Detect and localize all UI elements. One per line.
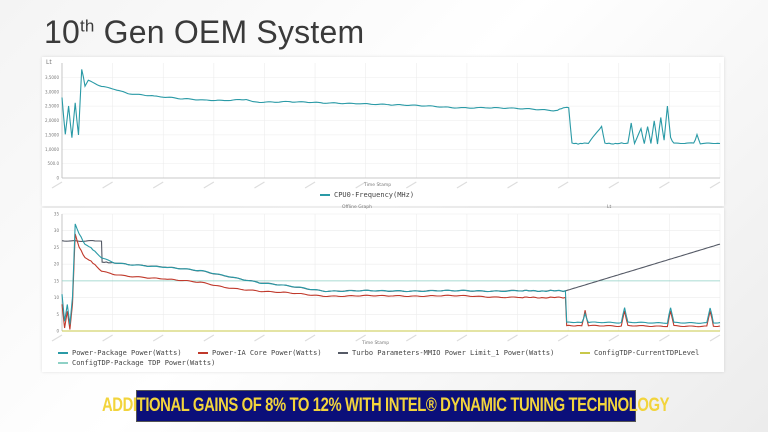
frequency-chart: 0 500.0 1,0000 1,5000 2,0000 2,5000 3,0000 3,50… xyxy=(45,63,721,189)
x-tick-label xyxy=(152,181,164,189)
y-tick-label: 30 xyxy=(54,228,60,233)
x-tick-label xyxy=(51,334,63,342)
y-tick-label: 1,0000 xyxy=(45,147,59,152)
legend-label: CPU0-Frequency(MHz) xyxy=(334,191,415,199)
x-tick-label xyxy=(102,181,113,189)
y-tick-label: 35 xyxy=(54,212,60,217)
x-tick-label xyxy=(254,181,265,189)
y-tick-label: 5 xyxy=(56,312,59,317)
slide-title: 10th Gen OEM System xyxy=(44,14,364,51)
x-tick-label xyxy=(102,334,113,342)
corner-label: Lt xyxy=(46,59,52,66)
x-tick-label xyxy=(456,181,468,189)
legend-item: Power-IA Core Power(Watts) xyxy=(198,349,322,357)
x-tick-label xyxy=(203,181,215,189)
banner: ADDITIONAL GAINS OF 8% TO 12% WITH INTEL… xyxy=(102,390,670,422)
legend-label: ConfigTDP-CurrentTDPLevel xyxy=(594,349,700,357)
x-tick-label xyxy=(304,181,316,189)
power-chart: 0 5 10 15 20 25 30 35 xyxy=(51,212,721,342)
x-tick-label xyxy=(405,334,417,342)
x-axis-label: Time Stamp xyxy=(362,341,390,346)
x-axis-label: Time Stamp xyxy=(364,183,392,188)
x-tick-label xyxy=(659,181,670,189)
corner-label: Lt xyxy=(607,205,612,210)
legend-item: CPU0-Frequency(MHz) xyxy=(320,191,414,199)
x-tick-label xyxy=(507,334,518,342)
series-line-cpu0-frequency-mhz- xyxy=(61,69,721,146)
x-tick-label xyxy=(355,181,367,189)
y-tick-label: 1,5000 xyxy=(45,132,59,137)
frequency-chart-panel: 0 500.0 1,0000 1,5000 2,0000 2,5000 3,0000 3,50… xyxy=(42,57,724,206)
legend-label: ConfigTDP-Package TDP Power(Watts) xyxy=(72,359,216,367)
series-line-power-package-power-watts- xyxy=(61,223,721,325)
x-tick-label xyxy=(608,334,620,342)
chart-title: Offline Graph xyxy=(342,205,372,210)
y-tick-label: 3,5000 xyxy=(45,75,59,80)
legend-label: Power-Package Power(Watts) xyxy=(72,349,182,357)
x-tick-label xyxy=(304,334,316,342)
y-tick-label: 10 xyxy=(54,295,60,300)
y-tick-label: 15 xyxy=(54,278,60,283)
y-tick-label: 0 xyxy=(56,329,59,334)
x-tick-label xyxy=(709,181,721,189)
y-tick-label: 0 xyxy=(56,176,59,181)
y-tick-label: 2,5000 xyxy=(45,104,59,109)
y-tick-label: 20 xyxy=(54,262,60,267)
legend-swatch xyxy=(320,194,330,196)
x-tick-label xyxy=(51,181,63,189)
title-text: Gen OEM System xyxy=(94,14,365,50)
banner-text: ADDITIONAL GAINS OF 8% TO 12% WITH INTEL… xyxy=(102,395,670,416)
series-line-power-ia-core-power-watts- xyxy=(61,233,721,330)
x-tick-label xyxy=(405,181,417,189)
x-tick-label xyxy=(608,181,620,189)
legend-item: ConfigTDP-Package TDP Power(Watts) xyxy=(58,359,215,367)
series-line-turbo-parameters-mmio-power-limit-1-power-watts- xyxy=(61,240,721,293)
x-tick-label xyxy=(709,334,721,342)
x-tick-label xyxy=(659,334,670,342)
y-tick-label: 2,0000 xyxy=(45,118,59,123)
title-superscript: th xyxy=(80,16,95,36)
y-tick-label: 25 xyxy=(54,245,60,250)
x-tick-label xyxy=(557,181,569,189)
legend-item: Turbo Parameters-MMIO Power Limit_1 Powe… xyxy=(338,349,554,357)
x-tick-label xyxy=(152,334,164,342)
x-tick-label xyxy=(254,334,265,342)
x-tick-label xyxy=(507,181,518,189)
x-tick-label xyxy=(456,334,468,342)
legend-item: ConfigTDP-CurrentTDPLevel xyxy=(580,349,699,357)
power-chart-panel: 0 5 10 15 20 25 30 35 Offline Graph Lt Time Sta… xyxy=(42,205,724,372)
y-tick-label: 3,0000 xyxy=(45,89,59,94)
legend-item: Power-Package Power(Watts) xyxy=(58,349,182,357)
x-tick-label xyxy=(203,334,215,342)
title-number: 10 xyxy=(44,14,80,50)
legend-label: Turbo Parameters-MMIO Power Limit_1 Powe… xyxy=(352,349,555,357)
legend-label: Power-IA Core Power(Watts) xyxy=(212,349,322,357)
y-tick-label: 500.0 xyxy=(48,161,60,166)
x-tick-label xyxy=(557,334,569,342)
x-tick-label xyxy=(355,334,367,342)
